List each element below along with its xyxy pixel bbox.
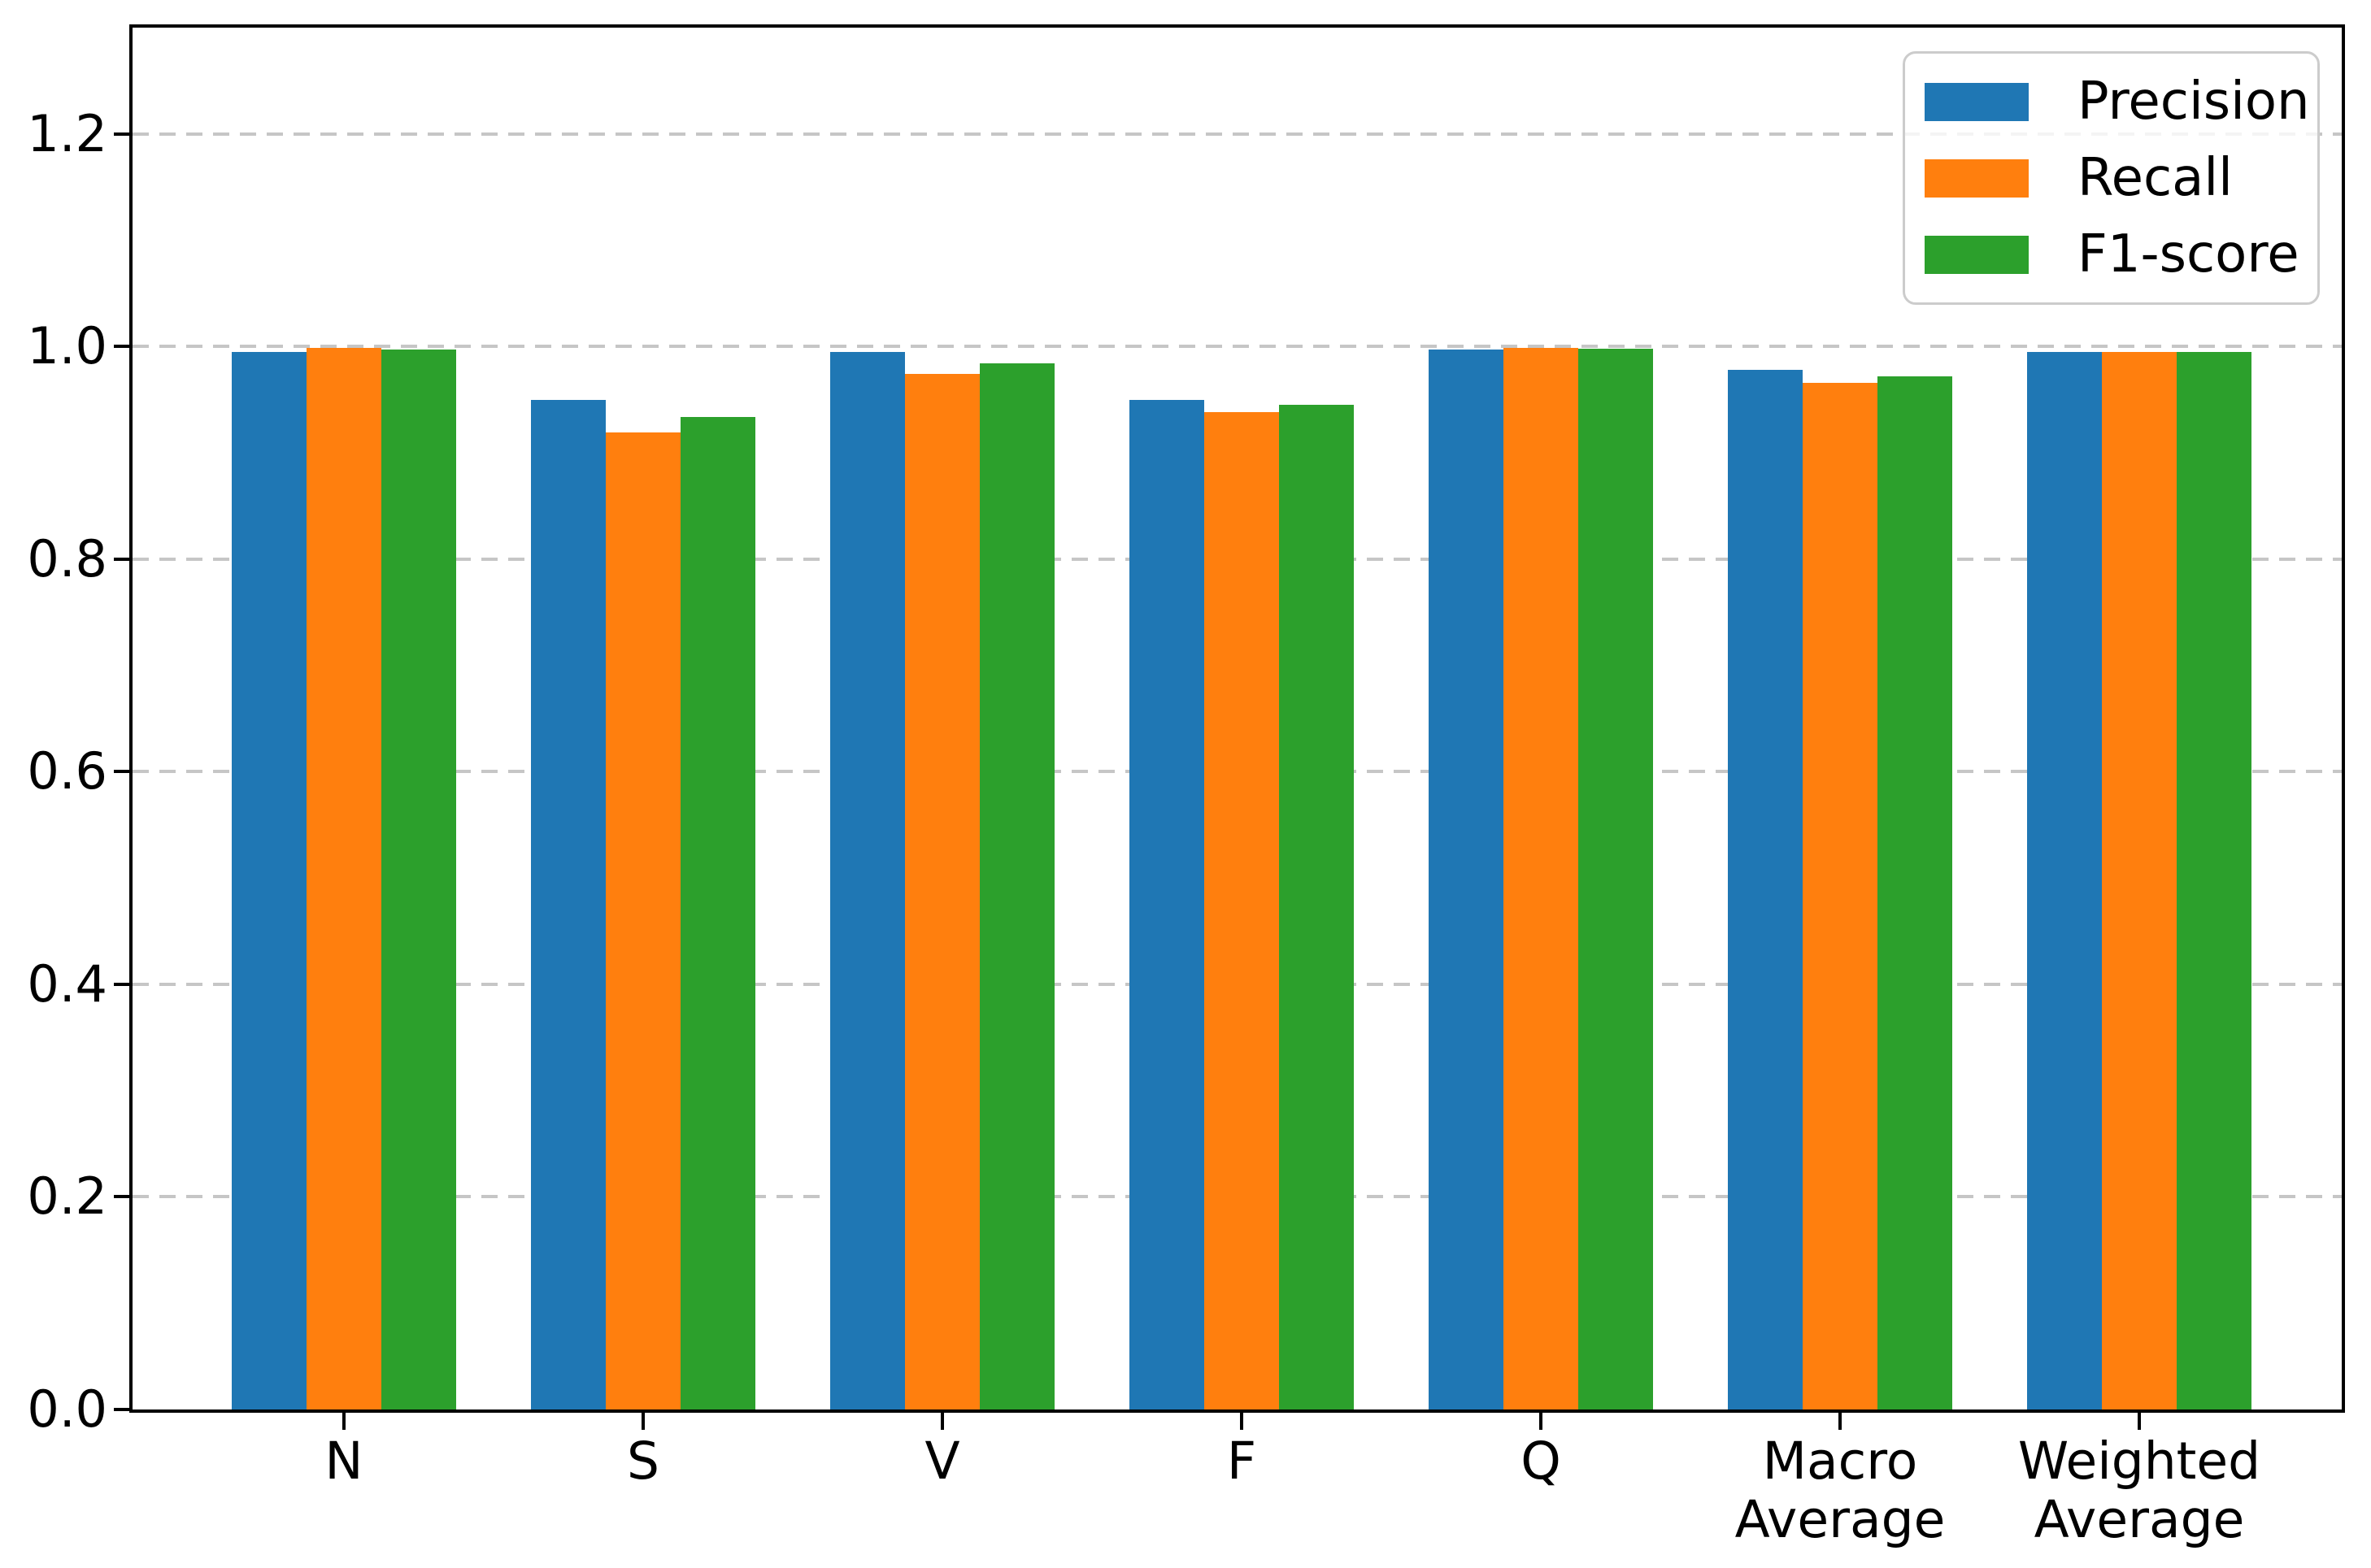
y-tick-mark-0.6 bbox=[114, 770, 131, 774]
legend-label-precision: Precision bbox=[2077, 72, 2310, 132]
y-tick-mark-0.2 bbox=[114, 1195, 131, 1199]
legend-item-f1: F1-score bbox=[1905, 216, 2317, 293]
y-tick-label-0.4: 0.4 bbox=[27, 953, 107, 1014]
y-tick-mark-1.0 bbox=[114, 345, 131, 349]
x-tick-label-q: Q bbox=[1520, 1431, 1561, 1491]
bar-weighted-average-precision bbox=[2027, 351, 2102, 1409]
x-tick-mark-weighted-average bbox=[2138, 1413, 2141, 1430]
bar-n-f1-score bbox=[381, 350, 456, 1409]
y-tick-label-0.2: 0.2 bbox=[27, 1166, 107, 1227]
bar-f-f1-score bbox=[1279, 405, 1354, 1409]
y-tick-label-0.0: 0.0 bbox=[27, 1379, 107, 1439]
y-tick-label-0.8: 0.8 bbox=[27, 528, 107, 589]
recall-swatch-icon bbox=[1925, 159, 2029, 198]
bar-macro-average-f1-score bbox=[1877, 376, 1952, 1409]
legend-item-precision: Precision bbox=[1905, 63, 2317, 140]
legend-item-recall: Recall bbox=[1905, 140, 2317, 216]
x-tick-label-s: S bbox=[627, 1431, 659, 1491]
bar-n-recall bbox=[307, 347, 381, 1409]
y-tick-label-1.2: 1.2 bbox=[27, 103, 107, 163]
bar-f-precision bbox=[1129, 399, 1204, 1409]
bar-f-recall bbox=[1204, 412, 1279, 1409]
x-tick-mark-s bbox=[642, 1413, 645, 1430]
y-tick-label-1.0: 1.0 bbox=[27, 316, 107, 376]
bar-s-f1-score bbox=[681, 416, 755, 1409]
y-tick-label-0.6: 0.6 bbox=[27, 741, 107, 801]
x-tick-label-f: F bbox=[1226, 1431, 1257, 1491]
y-tick-mark-0.4 bbox=[114, 982, 131, 986]
bar-v-f1-score bbox=[980, 363, 1055, 1409]
x-tick-label-macro-average: Macro Average bbox=[1734, 1431, 1946, 1549]
bar-s-recall bbox=[606, 432, 681, 1409]
x-tick-label-n: N bbox=[324, 1431, 363, 1491]
bar-n-precision bbox=[232, 351, 307, 1409]
gridline-1.2 bbox=[133, 132, 2342, 136]
legend-label-f1: F1-score bbox=[2077, 224, 2299, 284]
bar-q-f1-score bbox=[1578, 348, 1653, 1409]
x-tick-label-weighted-average: Weighted Average bbox=[2017, 1431, 2261, 1549]
bar-macro-average-recall bbox=[1803, 382, 1877, 1409]
y-tick-mark-0.8 bbox=[114, 557, 131, 561]
bar-macro-average-precision bbox=[1728, 370, 1803, 1409]
x-tick-mark-f bbox=[1240, 1413, 1243, 1430]
gridline-1.0 bbox=[133, 345, 2342, 349]
bar-q-precision bbox=[1429, 350, 1503, 1409]
x-tick-mark-q bbox=[1539, 1413, 1542, 1430]
x-tick-mark-macro-average bbox=[1838, 1413, 1842, 1430]
bar-weighted-average-recall bbox=[2102, 351, 2177, 1409]
x-tick-label-v: V bbox=[924, 1431, 960, 1491]
bar-q-recall bbox=[1503, 347, 1578, 1409]
bar-v-precision bbox=[830, 351, 905, 1409]
legend-label-recall: Recall bbox=[2077, 148, 2233, 208]
y-tick-mark-0.0 bbox=[114, 1408, 131, 1411]
x-tick-mark-n bbox=[342, 1413, 346, 1430]
bar-v-recall bbox=[905, 374, 980, 1409]
bar-s-precision bbox=[531, 399, 606, 1409]
bar-weighted-average-f1-score bbox=[2177, 351, 2251, 1409]
y-tick-mark-1.2 bbox=[114, 132, 131, 136]
legend: Precision Recall F1-score bbox=[1903, 51, 2320, 305]
x-tick-mark-v bbox=[941, 1413, 944, 1430]
precision-swatch-icon bbox=[1925, 82, 2029, 121]
f1-swatch-icon bbox=[1925, 235, 2029, 274]
